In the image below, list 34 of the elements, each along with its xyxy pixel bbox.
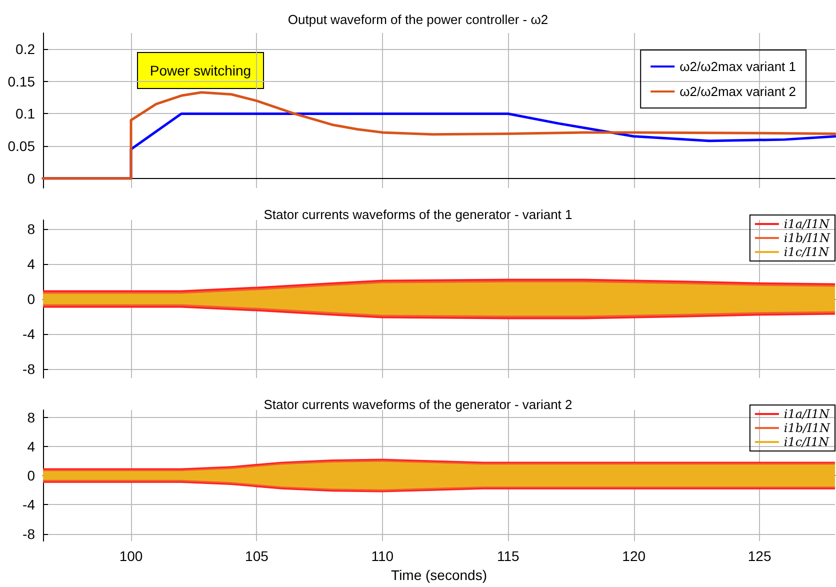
y-tick-label: -4 [22, 326, 36, 342]
legend-label: ω2/ω2max variant 2 [680, 84, 796, 99]
y-tick-label: 0.05 [8, 138, 36, 154]
y-tick-label: 8 [27, 409, 36, 426]
y-tick-label: 0.1 [16, 106, 36, 122]
legend-label: i1a/I1N [784, 407, 830, 421]
x-tick-label: 120 [622, 548, 646, 564]
y-tick-label: -8 [22, 526, 36, 542]
y-tick-label: 0 [27, 291, 36, 307]
chart-title: Output waveform of the power controller - ω2 [288, 12, 548, 27]
y-tick-label: 0.15 [8, 73, 36, 90]
y-tick-label: 0 [27, 468, 36, 484]
legend-label: i1b/I1N [784, 231, 830, 245]
y-tick-label: 4 [27, 438, 36, 454]
legend-label: i1a/I1N [784, 217, 830, 231]
x-tick-label: 100 [119, 548, 143, 564]
x-tick-label: 115 [496, 548, 520, 564]
x-tick-label: 125 [748, 548, 772, 564]
annotation: Power switching [150, 62, 252, 78]
y-tick-label: 8 [27, 220, 36, 237]
y-tick-label: 0.2 [16, 41, 36, 58]
legend-label: i1c/I1N [784, 245, 830, 259]
y-tick-label: -8 [22, 361, 36, 378]
x-axis-title: Time (seconds) [391, 567, 487, 583]
chart-title: Stator currents waveforms of the generator - variant 1 [264, 207, 572, 222]
y-tick-label: -4 [22, 496, 36, 513]
legend-label: i1b/I1N [784, 421, 830, 435]
legend-label: i1c/I1N [784, 435, 830, 449]
x-tick-label: 110 [371, 548, 394, 564]
x-tick-label: 105 [245, 548, 269, 564]
chart-title: Stator currents waveforms of the generator - variant 2 [264, 397, 572, 412]
y-tick-label: 0 [27, 170, 36, 186]
y-tick-label: 4 [27, 256, 36, 272]
legend-label: ω2/ω2max variant 1 [680, 59, 796, 74]
